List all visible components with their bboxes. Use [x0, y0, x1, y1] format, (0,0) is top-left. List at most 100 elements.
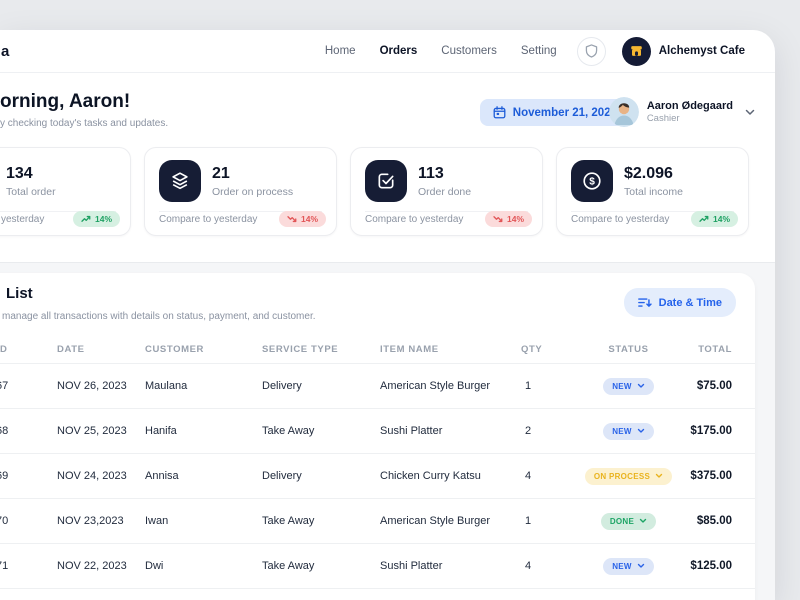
- order-list-card: List manage all transactions with detail…: [0, 273, 755, 600]
- column-header: CUSTOMER: [145, 343, 204, 355]
- compare-label: yesterday: [1, 213, 45, 225]
- user-chip[interactable]: Aaron Ødegaard Cashier: [608, 97, 755, 127]
- compare-label: Compare to yesterday: [365, 213, 464, 225]
- storefront-icon: [630, 46, 642, 56]
- trend-badge: 14%: [278, 211, 326, 227]
- svg-text:$: $: [589, 177, 595, 188]
- service-type: Take Away: [262, 515, 315, 527]
- compare-label: Compare to yesterday: [571, 213, 670, 225]
- divider: [159, 211, 322, 212]
- order-id: 71: [0, 560, 9, 572]
- status-label: NEW: [612, 561, 632, 571]
- stat-value: 21: [212, 164, 230, 182]
- status-label: DONE: [609, 516, 635, 526]
- table-row: 71 NOV 22, 2023 Dwi Take Away Sushi Platter 4…: [0, 544, 755, 589]
- trend-value: 14%: [506, 214, 524, 224]
- column-header: SERVICE TYPE: [262, 343, 339, 355]
- status-badge[interactable]: NEW: [603, 557, 654, 575]
- app-window: a Home Orders Customers Setting Alchemyst C…: [0, 30, 775, 600]
- order-id: 68: [0, 425, 9, 437]
- customer-name: Maulana: [145, 380, 188, 392]
- item-name: American Style Burger: [380, 515, 491, 527]
- status-cell: NEW: [576, 377, 681, 395]
- layers-icon: [159, 160, 201, 202]
- user-name: Aaron Ødegaard: [646, 99, 733, 112]
- nav-item-home[interactable]: Home: [324, 45, 356, 57]
- stat-label: Total order: [6, 185, 56, 198]
- item-name: Sushi Platter: [380, 560, 443, 572]
- status-label: NEW: [612, 426, 632, 436]
- column-header: TOTAL: [698, 343, 732, 355]
- status-badge[interactable]: NEW: [603, 422, 654, 440]
- order-date: NOV 22, 2023: [57, 560, 127, 572]
- service-type: Delivery: [262, 380, 302, 392]
- customer-name: Annisa: [145, 470, 179, 482]
- quantity: 4: [525, 470, 532, 482]
- column-header: QTY: [521, 343, 543, 355]
- divider: [571, 211, 734, 212]
- status-badge[interactable]: ON PROCESS: [584, 467, 673, 485]
- chevron-down-icon: [637, 563, 644, 568]
- notification-button[interactable]: [576, 36, 606, 66]
- cafe-avatar: [621, 36, 651, 66]
- check-square-icon: [365, 160, 407, 202]
- order-id: 70: [0, 515, 9, 527]
- trend-badge: 14%: [690, 211, 738, 227]
- workspace-chip[interactable]: Alchemyst Cafe: [621, 36, 745, 66]
- table-body: 67 NOV 26, 2023 Maulana Delivery American St…: [0, 364, 755, 589]
- table-row: 70 NOV 23,2023 Iwan Take Away American Style…: [0, 499, 755, 544]
- column-header: STATUS: [608, 343, 649, 355]
- chevron-down-icon: [637, 428, 644, 433]
- stat-label: Total income: [624, 185, 683, 198]
- chevron-down-icon: [637, 383, 644, 388]
- service-type: Delivery: [262, 470, 302, 482]
- quantity: 2: [525, 425, 532, 437]
- stat-label: Order done: [418, 185, 472, 198]
- stat-value: 134: [6, 164, 33, 182]
- table-header-row: D DATE CUSTOMER SERVICE TYPE ITEM NAME QTY STA…: [0, 335, 755, 364]
- shield-icon: [585, 44, 597, 58]
- chevron-down-icon: [655, 473, 663, 478]
- item-name: Sushi Platter: [380, 425, 443, 437]
- stat-card: $ $2.096 Total income Compare to yesterd…: [556, 147, 749, 236]
- dollar-circle-icon: $: [571, 160, 613, 202]
- trend-value: 14%: [712, 214, 730, 224]
- trend-value: 14%: [300, 214, 318, 224]
- compare-label: Compare to yesterday: [159, 213, 258, 225]
- trend-badge: 14%: [72, 211, 120, 227]
- order-total: $75.00: [696, 380, 732, 392]
- quantity: 4: [525, 560, 532, 572]
- sort-icon: [637, 297, 652, 307]
- column-header: DATE: [57, 343, 85, 355]
- chevron-down-icon: [639, 518, 647, 523]
- nav-item-customers[interactable]: Customers: [441, 45, 497, 57]
- page-subtitle: y checking today's tasks and updates.: [0, 118, 169, 129]
- nav-links: Home Orders Customers Setting: [325, 45, 557, 57]
- order-total: $175.00: [690, 425, 732, 437]
- date-chip[interactable]: November 21, 2023: [479, 99, 630, 126]
- order-total: $85.00: [696, 515, 732, 527]
- workspace-name: Alchemyst Cafe: [658, 45, 745, 57]
- status-badge[interactable]: NEW: [603, 377, 654, 395]
- item-name: American Style Burger: [380, 380, 491, 392]
- stat-value: 113: [418, 164, 444, 182]
- column-header: D: [0, 343, 8, 355]
- nav-item-setting[interactable]: Setting: [520, 45, 557, 57]
- date-time-filter-button[interactable]: Date & Time: [623, 288, 736, 317]
- stat-card: 21 Order on process Compare to yesterday…: [144, 147, 337, 236]
- status-cell: NEW: [576, 422, 681, 440]
- table-row: 69 NOV 24, 2023 Annisa Delivery Chicken Curr…: [0, 454, 755, 499]
- customer-name: Hanifa: [145, 425, 177, 437]
- order-total: $125.00: [690, 560, 732, 572]
- page-title: orning, Aaron!: [0, 91, 131, 112]
- greeting-section: orning, Aaron! y checking today's tasks …: [0, 73, 775, 147]
- filter-button-label: Date & Time: [658, 296, 722, 309]
- order-date: NOV 25, 2023: [57, 425, 127, 437]
- nav-item-orders[interactable]: Orders: [379, 45, 418, 57]
- quantity: 1: [525, 515, 532, 527]
- status-cell: ON PROCESS: [576, 467, 681, 485]
- status-cell: NEW: [576, 557, 681, 575]
- order-date: NOV 26, 2023: [57, 380, 127, 392]
- table-row: 67 NOV 26, 2023 Maulana Delivery American St…: [0, 364, 755, 409]
- status-badge[interactable]: DONE: [600, 512, 657, 530]
